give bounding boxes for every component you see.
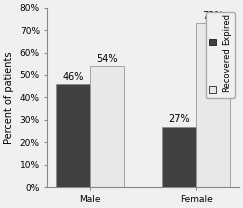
Legend: Expired, Recovered: Expired, Recovered [206, 12, 235, 98]
Text: 27%: 27% [168, 114, 190, 124]
Bar [56, 84, 90, 187]
Text: 46%: 46% [62, 72, 84, 82]
Y-axis label: Percent of patients: Percent of patients [4, 51, 14, 144]
Text: 54%: 54% [96, 54, 118, 64]
Text: 73%: 73% [202, 11, 224, 21]
Bar [162, 127, 196, 187]
Bar [90, 66, 124, 187]
Bar [196, 23, 230, 187]
